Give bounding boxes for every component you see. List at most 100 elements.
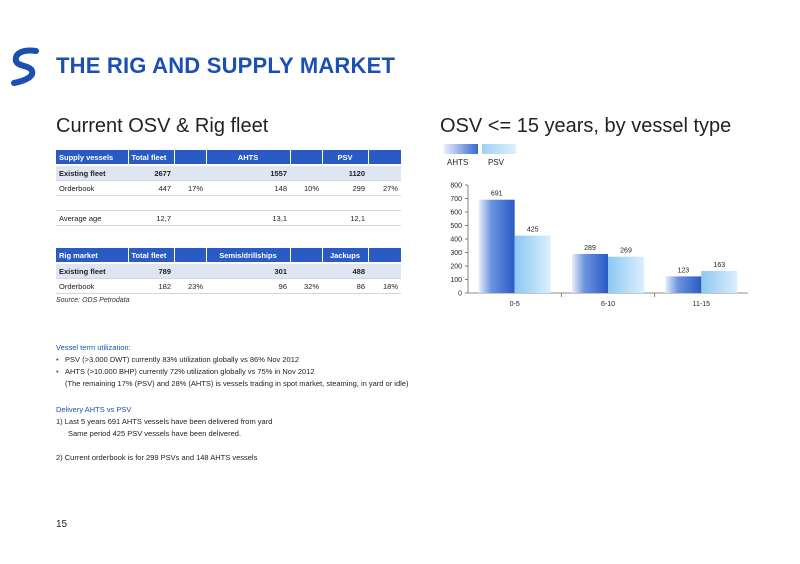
- bar-psv: [701, 270, 738, 293]
- table-cell: [290, 165, 322, 181]
- table-cell: 32%: [290, 278, 322, 294]
- supply-vessels-table: Supply vessels Total fleet AHTS PSV Exis…: [56, 150, 401, 226]
- bar-ahts: [572, 253, 608, 293]
- x-tick-label: 6-10: [601, 301, 615, 308]
- y-tick-label: 800: [450, 183, 462, 190]
- table-header-row: Supply vessels Total fleet AHTS PSV: [56, 150, 401, 166]
- delivery-item-1: 1) Last 5 years 691 AHTS vessels have be…: [56, 417, 273, 426]
- row-label: Orderbook: [56, 278, 128, 294]
- table-row: Existing fleet 789 301 488: [56, 263, 401, 279]
- delivery-item-1-note: Same period 425 PSV vessels have been de…: [68, 429, 242, 438]
- row-label: Existing fleet: [56, 263, 128, 279]
- table-cell: [290, 210, 322, 226]
- table-cell: 148: [206, 180, 290, 196]
- table-cell: 27%: [368, 180, 401, 196]
- table-cell: 447: [128, 180, 174, 196]
- y-tick-label: 0: [458, 291, 462, 298]
- y-tick-label: 500: [450, 223, 462, 230]
- utilization-bullet-ahts: AHTS (>10.000 BHP) currently 72% utiliza…: [56, 366, 408, 378]
- legend-swatch-psv: [482, 144, 516, 154]
- header-cell: [174, 248, 207, 264]
- table-row: [56, 195, 401, 211]
- table-cell: [290, 263, 322, 279]
- table-cell: 23%: [174, 278, 206, 294]
- header-cell: [290, 150, 323, 166]
- source-note: Source: ODS Petrodata: [56, 297, 130, 304]
- utilization-heading: Vessel term utilization:: [56, 343, 131, 352]
- y-tick-label: 100: [450, 277, 462, 284]
- bar-value-label: 691: [491, 191, 503, 198]
- table-cell: [174, 165, 206, 181]
- bar-value-label: 123: [677, 267, 689, 274]
- rig-market-table: Rig market Total fleet Semis/drillships …: [56, 248, 401, 294]
- y-tick-label: 200: [450, 264, 462, 271]
- table-cell: 12,1: [322, 210, 368, 226]
- table-cell: 488: [322, 263, 368, 279]
- table-row: Orderbook 182 23% 96 32% 86 18%: [56, 278, 401, 294]
- legend-swatch-ahts: [444, 144, 478, 154]
- header-cell: Semis/drillships: [206, 248, 291, 264]
- row-label: Existing fleet: [56, 165, 128, 181]
- header-cell: Total fleet: [128, 248, 175, 264]
- table-cell: 182: [128, 278, 174, 294]
- header-cell: Rig market: [56, 248, 129, 264]
- legend-label-psv: PSV: [488, 158, 505, 167]
- delivery-heading: Delivery AHTS vs PSV: [56, 405, 132, 414]
- table-cell: 299: [322, 180, 368, 196]
- bar-ahts: [478, 199, 515, 293]
- table-cell: [368, 165, 401, 181]
- header-cell: [368, 150, 401, 166]
- page-number: 15: [56, 519, 68, 530]
- table-cell: 2677: [128, 165, 174, 181]
- y-tick-label: 300: [450, 250, 462, 257]
- utilization-remark: (The remaining 17% (PSV) and 28% (AHTS) …: [65, 379, 409, 388]
- table-cell: 13,1: [206, 210, 290, 226]
- header-cell: PSV: [322, 150, 369, 166]
- table-cell: 12,7: [128, 210, 174, 226]
- y-tick-label: 600: [450, 210, 462, 217]
- table-cell: 301: [206, 263, 290, 279]
- table-cell: 86: [322, 278, 368, 294]
- table-cell: 1557: [206, 165, 290, 181]
- delivery-item-2: 2) Current orderbook is for 299 PSVs and…: [56, 453, 258, 462]
- table-cell: 17%: [174, 180, 206, 196]
- bar-value-label: 163: [713, 262, 725, 269]
- delivery-notes: Delivery AHTS vs PSV 1) Last 5 years 691…: [56, 404, 272, 464]
- table-row: Existing fleet 2677 1557 1120: [56, 165, 401, 181]
- header-cell: [290, 248, 323, 264]
- header-cell: Supply vessels: [56, 150, 129, 166]
- y-tick-label: 400: [450, 237, 462, 244]
- table-cell: 96: [206, 278, 290, 294]
- table-cell: 1120: [322, 165, 368, 181]
- table-row: Orderbook 447 17% 148 10% 299 27%: [56, 180, 401, 196]
- bar-psv: [514, 235, 551, 293]
- bar-value-label: 425: [527, 227, 539, 234]
- table-row: Average age 12,7 13,1 12,1: [56, 210, 401, 226]
- y-tick-label: 700: [450, 196, 462, 203]
- x-tick-label: 11-15: [693, 301, 710, 308]
- x-tick-label: 0-5: [510, 301, 520, 308]
- bar-ahts: [665, 276, 702, 293]
- page-title: THE RIG AND SUPPLY MARKET: [56, 53, 396, 78]
- utilization-notes: Vessel term utilization: PSV (>3.000 DWT…: [56, 342, 408, 390]
- table-cell: [368, 263, 401, 279]
- table-cell: [174, 210, 206, 226]
- header-cell: [174, 150, 207, 166]
- bar-value-label: 289: [584, 245, 596, 252]
- table-cell: 789: [128, 263, 174, 279]
- osv-bar-chart: 0 100 200 300 400 500 600 700 800 691 425 0-5 289 269…: [450, 183, 748, 308]
- utilization-bullet-psv: PSV (>3.000 DWT) currently 83% utilizati…: [56, 354, 408, 366]
- legend-label-ahts: AHTS: [447, 158, 469, 167]
- header-cell: Total fleet: [128, 150, 175, 166]
- header-cell: Jackups: [322, 248, 369, 264]
- table-cell: [174, 263, 206, 279]
- table-cell: 10%: [290, 180, 322, 196]
- chart-section-title: OSV <= 15 years, by vessel type: [440, 115, 732, 137]
- bar-psv: [608, 256, 644, 293]
- row-label: Orderbook: [56, 180, 128, 196]
- fleet-section-title: Current OSV & Rig fleet: [56, 115, 269, 137]
- header-cell: [368, 248, 401, 264]
- table-cell: 18%: [368, 278, 401, 294]
- company-logo: [11, 47, 39, 86]
- bar-value-label: 269: [620, 248, 632, 255]
